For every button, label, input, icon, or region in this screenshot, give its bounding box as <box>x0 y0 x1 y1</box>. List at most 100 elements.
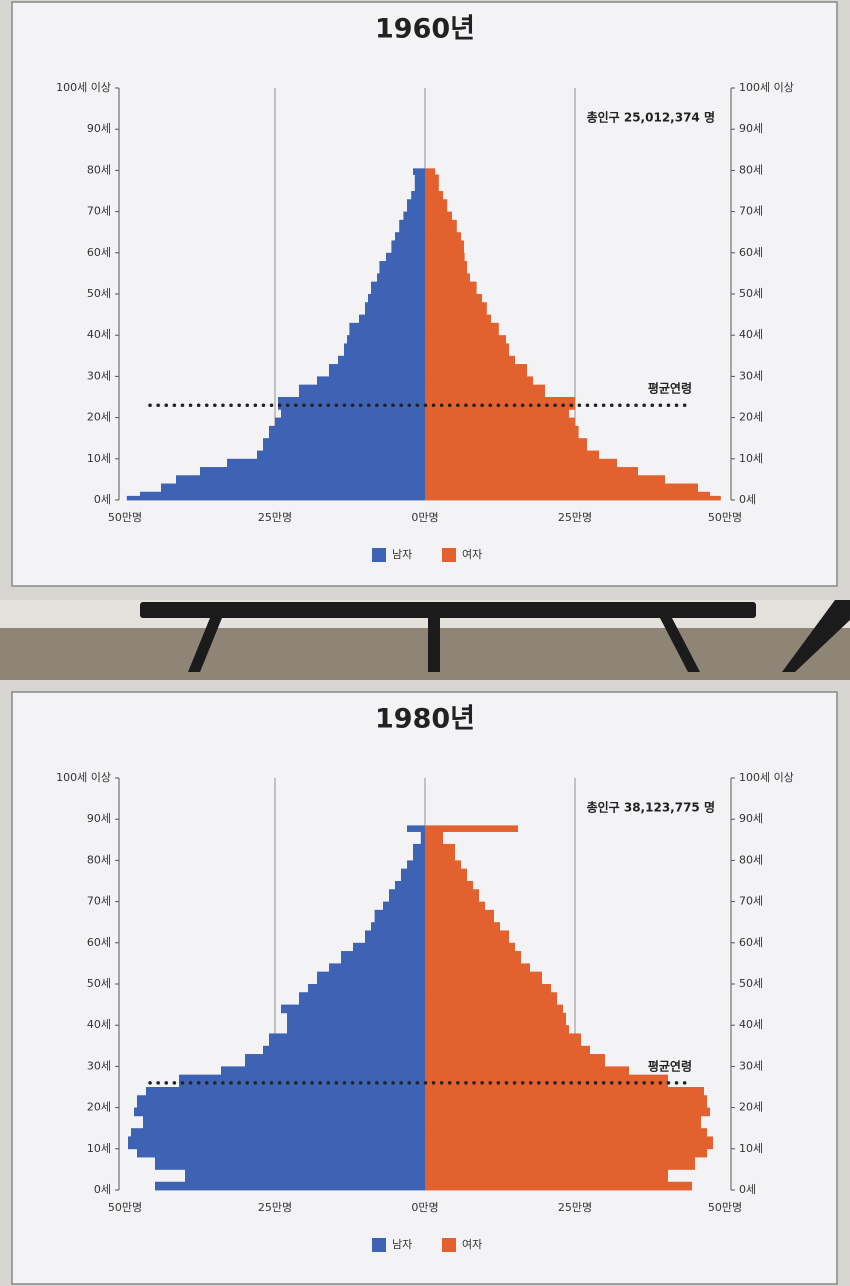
bar <box>344 343 425 357</box>
bar <box>176 475 425 484</box>
bar <box>403 211 425 221</box>
bar <box>425 1107 710 1117</box>
bar <box>425 1025 569 1034</box>
y-tick-label: 50세 <box>739 287 763 300</box>
chart-title: 1960년 <box>375 14 475 45</box>
bar <box>425 343 509 357</box>
bar <box>317 971 425 985</box>
bar <box>374 909 425 923</box>
bar <box>425 211 452 221</box>
bar <box>395 881 425 890</box>
bar <box>425 491 710 497</box>
bar <box>425 314 491 324</box>
y-tick-label: 40세 <box>739 1018 763 1031</box>
bar <box>407 860 425 870</box>
x-tick-label: 25만명 <box>258 1201 292 1214</box>
bar <box>338 355 425 365</box>
bar <box>425 261 467 274</box>
bar <box>425 240 464 254</box>
bar <box>425 1128 707 1137</box>
bar <box>425 294 482 303</box>
bar <box>155 1181 425 1191</box>
y-tick-label: 90세 <box>739 812 763 825</box>
legend-label: 남자 <box>392 548 412 561</box>
bar <box>245 1054 425 1067</box>
bar <box>391 240 425 254</box>
y-tick-label: 30세 <box>739 1059 763 1072</box>
bar <box>401 868 425 882</box>
bar <box>425 909 494 923</box>
bar <box>425 889 479 902</box>
bar <box>425 1169 668 1183</box>
bar <box>425 1045 590 1055</box>
bar <box>386 252 425 262</box>
y-tick-label: 100세 이상 <box>56 81 111 94</box>
bar <box>425 951 521 964</box>
x-tick-label: 25만명 <box>558 511 592 524</box>
bar <box>146 1087 425 1096</box>
bar <box>425 992 557 1005</box>
bar <box>425 335 506 344</box>
bar <box>425 1157 695 1170</box>
bar <box>425 971 542 985</box>
y-tick-label: 30세 <box>87 369 111 382</box>
y-tick-label: 80세 <box>87 163 111 176</box>
bar <box>368 294 425 303</box>
bar <box>425 232 461 241</box>
bar <box>425 1148 707 1158</box>
y-tick-label: 10세 <box>739 1142 763 1155</box>
y-tick-label: 50세 <box>739 977 763 990</box>
bar <box>425 1115 701 1129</box>
bar <box>137 1148 425 1158</box>
bar <box>407 199 425 212</box>
bar <box>425 475 665 484</box>
total-population: 총인구 25,012,374 명 <box>587 110 715 125</box>
bar <box>329 963 425 973</box>
y-tick-label: 80세 <box>739 853 763 866</box>
y-tick-label: 0세 <box>739 1183 756 1196</box>
x-tick-label: 0만명 <box>411 511 438 524</box>
y-tick-label: 70세 <box>739 895 763 908</box>
bar <box>425 984 551 993</box>
total-population: 총인구 38,123,775 명 <box>587 800 715 815</box>
bar <box>128 1136 425 1150</box>
bar <box>308 984 425 993</box>
bar <box>414 174 425 192</box>
bar <box>425 467 638 476</box>
easel-leg <box>660 618 700 672</box>
bar <box>407 825 425 832</box>
bar <box>425 458 617 468</box>
bar <box>185 1169 425 1183</box>
y-tick-label: 60세 <box>739 936 763 949</box>
bar <box>425 831 443 845</box>
bar <box>371 922 425 931</box>
bar <box>263 1045 425 1055</box>
bar <box>347 335 425 344</box>
bar <box>425 1012 566 1026</box>
bar <box>134 1107 425 1117</box>
bar <box>411 191 425 200</box>
legend-swatch <box>442 548 456 562</box>
bar <box>281 409 425 418</box>
bar <box>425 364 527 377</box>
bar <box>425 495 721 501</box>
y-tick-label: 10세 <box>739 452 763 465</box>
bar <box>425 409 569 418</box>
y-tick-label: 60세 <box>739 246 763 259</box>
bar <box>425 1136 713 1150</box>
x-tick-label: 50만명 <box>108 1201 142 1214</box>
bar <box>425 483 698 493</box>
bar <box>425 302 487 315</box>
legend-label: 여자 <box>462 1238 482 1251</box>
bar <box>425 376 533 386</box>
bar <box>425 199 448 212</box>
average-age-label: 평균연령 <box>648 381 692 396</box>
bar <box>425 1074 668 1088</box>
y-tick-label: 70세 <box>87 895 111 908</box>
x-tick-label: 50만명 <box>708 511 742 524</box>
bar <box>365 302 425 315</box>
y-tick-label: 0세 <box>739 493 756 506</box>
bar <box>395 232 425 241</box>
y-tick-label: 40세 <box>87 1018 111 1031</box>
